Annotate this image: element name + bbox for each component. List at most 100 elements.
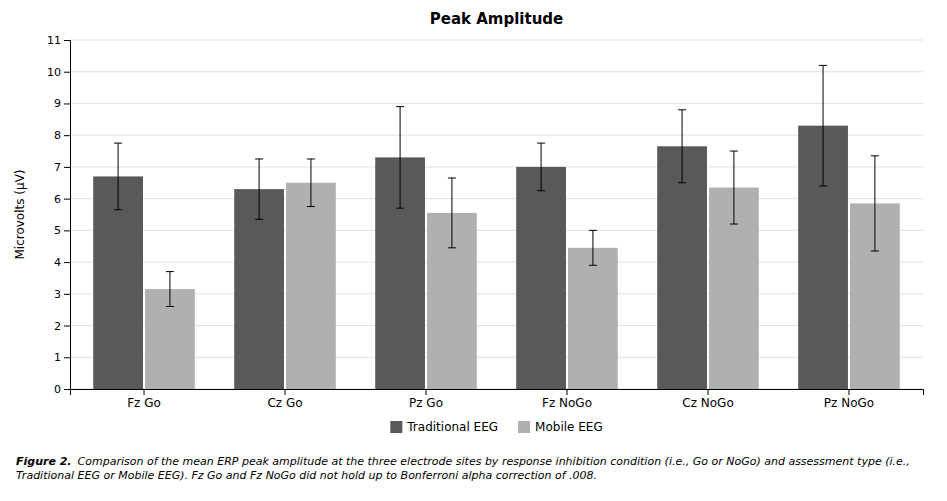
y-tick-label: 0 (54, 383, 61, 396)
legend-swatch (518, 421, 530, 433)
grid (70, 40, 923, 389)
error-bar (255, 159, 263, 219)
y-tick-mark (64, 167, 70, 168)
x-tick-label: Fz Go (127, 396, 161, 410)
chart: Fz Go Cz Go Pz Go Fz NoGo Cz NoGo Pz NoGo 0 1 2 3… (0, 0, 947, 501)
error-bar (448, 178, 456, 248)
bar (516, 167, 566, 389)
y-tick: 7 (54, 161, 70, 174)
grid-line (70, 230, 923, 231)
grid-line (70, 262, 923, 263)
y-tick-mark (64, 262, 70, 263)
y-axis-line (64, 41, 71, 390)
grid-line (70, 357, 923, 358)
caption-label: Figure 2. (16, 455, 72, 468)
x-tick-label: Pz Go (409, 396, 443, 410)
series (145, 151, 900, 389)
error-bars (166, 151, 879, 306)
y-tick: 5 (54, 224, 70, 237)
x-tick-mark (566, 389, 567, 395)
error-bar (537, 143, 545, 191)
legend-label: Mobile EEG (535, 420, 603, 434)
caption: Comparison of the mean ERP peak amplitud… (16, 455, 910, 482)
y-tick-label: 6 (54, 193, 61, 206)
grid-line (70, 135, 923, 136)
y-tick-label: 2 (54, 320, 61, 333)
error-bar (396, 107, 404, 209)
x-tick-label: Fz NoGo (542, 396, 592, 410)
grid-line (70, 325, 923, 326)
x-axis-line (71, 390, 924, 396)
x-tick-mark (707, 389, 708, 395)
grid-line (70, 293, 923, 294)
y-tick-label: 10 (47, 66, 61, 79)
grid-line (70, 198, 923, 199)
y-tick-label: 11 (47, 34, 61, 47)
y-tick-label: 5 (54, 224, 61, 237)
plot: Fz Go Cz Go Pz Go Fz NoGo Cz NoGo Pz NoGo 0 1 2 3… (47, 34, 924, 410)
x-tick-mark (285, 389, 286, 395)
x-tick: Cz NoGo (682, 389, 733, 410)
x-tick: Fz Go (127, 389, 161, 410)
bar (568, 248, 618, 389)
error-bar (678, 110, 686, 183)
grid-line (70, 103, 923, 104)
y-tick: 11 (47, 34, 70, 47)
y-tick-mark (64, 326, 70, 327)
bar (286, 183, 336, 389)
grid-line (70, 40, 923, 41)
error-bar (589, 230, 597, 265)
x-axis: Fz Go Cz Go Pz Go Fz NoGo Cz NoGo Pz NoGo (71, 389, 924, 410)
legend-swatch (390, 421, 402, 433)
y-tick-label: 7 (54, 161, 61, 174)
grid-line (70, 166, 923, 167)
y-tick: 0 (54, 383, 70, 396)
marks (93, 65, 900, 389)
x-tick-mark (848, 389, 849, 395)
x-tick: Pz Go (409, 389, 443, 410)
title: Peak Amplitude (430, 10, 564, 28)
y-tick-mark (64, 230, 70, 231)
y-tick-label: 3 (54, 288, 61, 301)
y-tick-mark (64, 135, 70, 136)
error-bar (871, 156, 879, 251)
y-tick-label: 8 (54, 129, 61, 142)
x-tick-label: Cz NoGo (682, 396, 733, 410)
x-tick-label: Cz Go (267, 396, 302, 410)
y-tick-mark (64, 40, 70, 41)
y-tick: 4 (54, 256, 70, 269)
error-bar (819, 65, 827, 186)
error-bar (166, 272, 174, 307)
x-tick-mark (426, 389, 427, 395)
y-tick-label: 4 (54, 256, 61, 269)
y-tick-mark (64, 103, 70, 104)
y-tick: 10 (47, 66, 70, 79)
y-tick: 9 (54, 97, 70, 110)
y-tick-mark (64, 199, 70, 200)
x-tick-label: Pz NoGo (824, 396, 874, 410)
y-tick: 8 (54, 129, 70, 142)
error-bar (307, 159, 315, 207)
y-tick-label: 1 (54, 351, 61, 364)
y-tick: 1 (54, 351, 70, 364)
error-bar (730, 151, 738, 224)
legend-item: Traditional EEG (390, 420, 498, 434)
x-tick: Pz NoGo (824, 389, 874, 410)
error-bar (114, 143, 122, 210)
y-tick: 2 (54, 320, 70, 333)
x-tick: Fz NoGo (542, 389, 592, 410)
y-tick: 6 (54, 193, 70, 206)
series (93, 65, 848, 389)
y-axis-title: Microvolts (μV) (13, 169, 27, 259)
y-tick-mark (64, 294, 70, 295)
legend-item: Mobile EEG (518, 420, 603, 434)
y-tick: 3 (54, 288, 70, 301)
y-tick-mark (64, 72, 70, 73)
grid-line (70, 71, 923, 72)
x-tick-mark (144, 389, 145, 395)
y-axis: 0 1 2 3 4 5 6 7 8 9 10 11 (47, 34, 71, 396)
y-tick-mark (64, 357, 70, 358)
x-tick: Cz Go (267, 389, 302, 410)
legend: Traditional EEG Mobile EEG (390, 420, 602, 434)
y-tick-label: 9 (54, 97, 61, 110)
